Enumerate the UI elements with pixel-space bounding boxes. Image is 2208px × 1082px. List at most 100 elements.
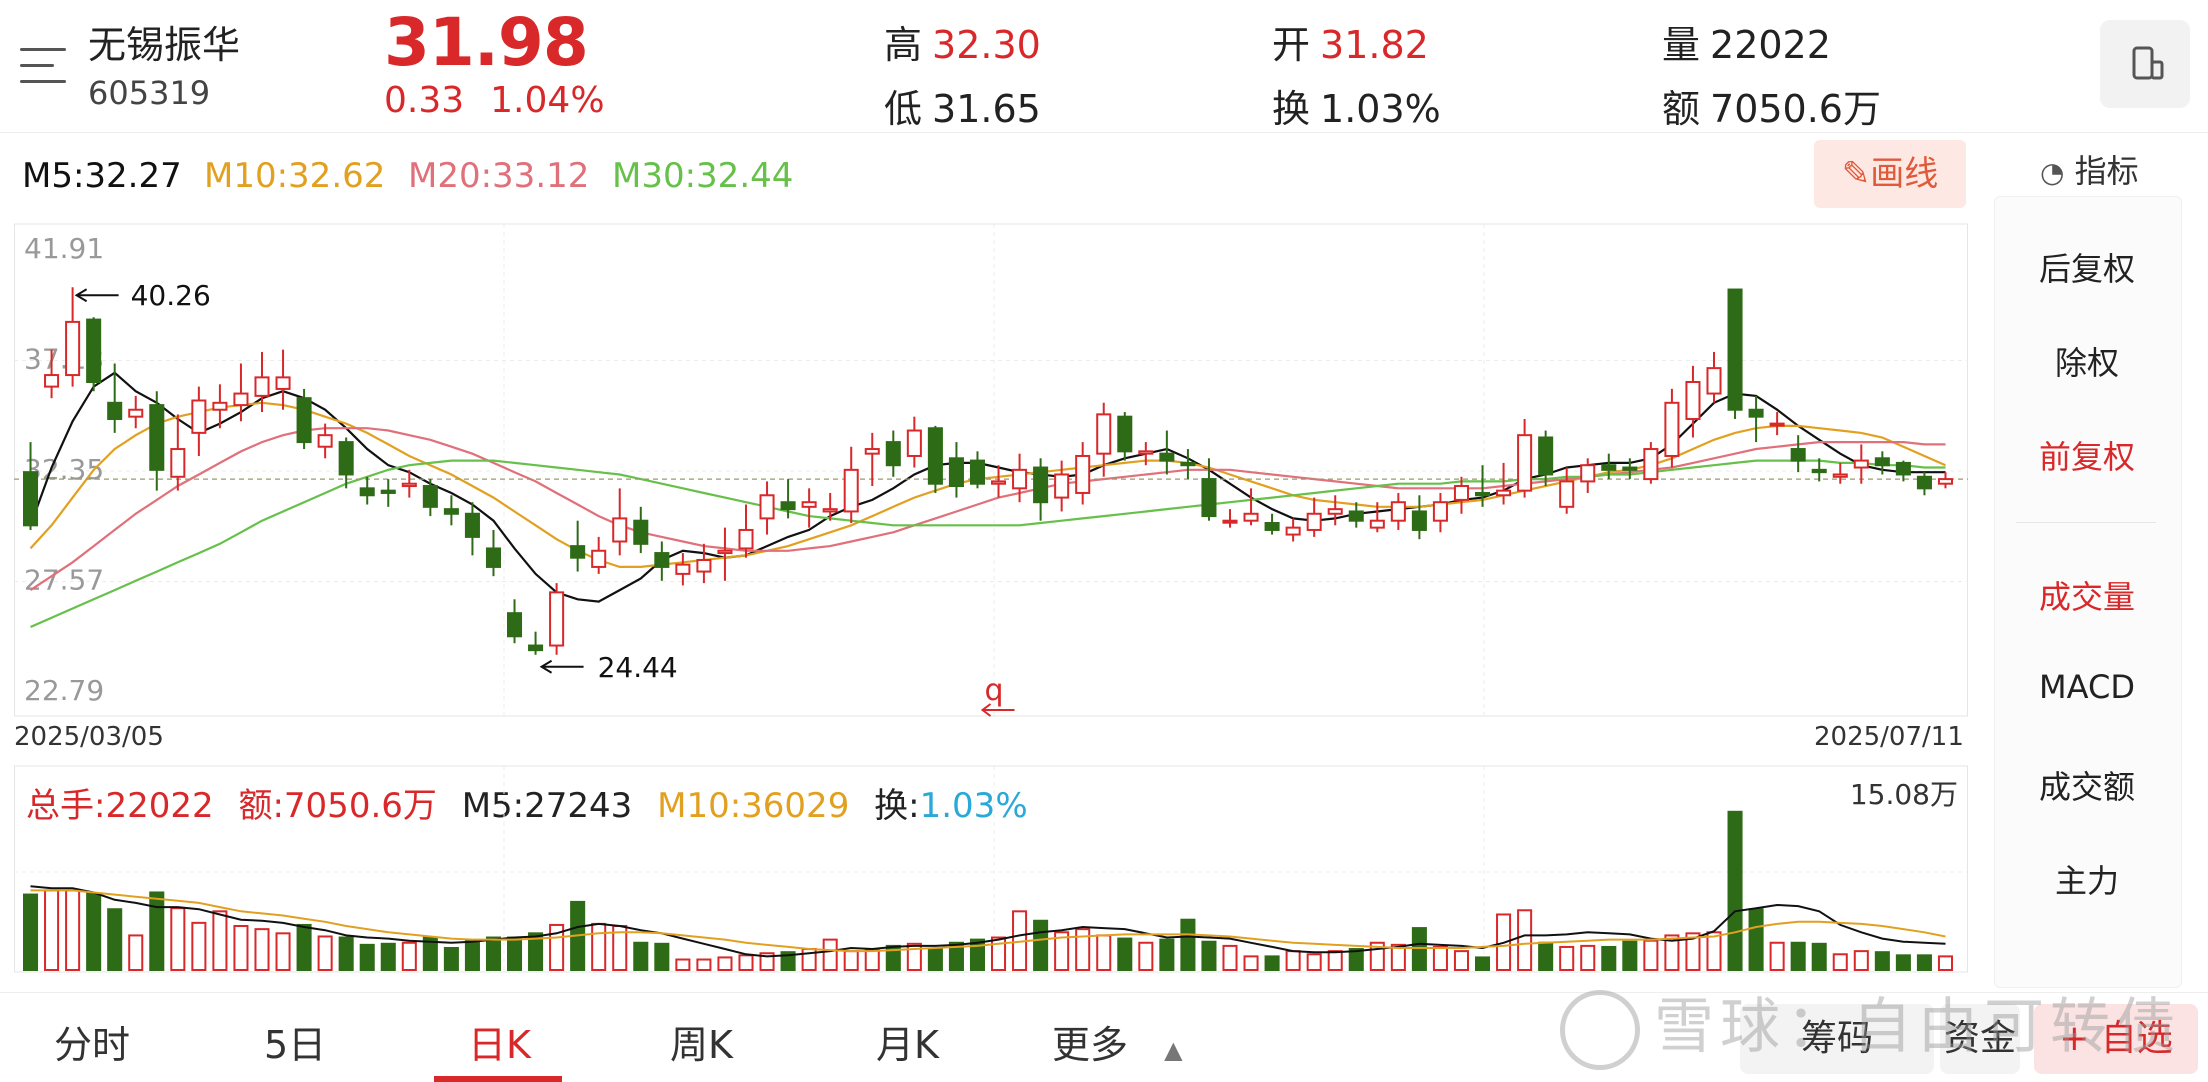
volume-bar bbox=[1874, 951, 1890, 971]
last-price: 31.98 bbox=[384, 4, 589, 81]
candle bbox=[1306, 497, 1322, 537]
side-item-main-force[interactable]: 主力 bbox=[2054, 862, 2119, 900]
quote-turnover: 换 1.03% bbox=[1272, 87, 1441, 131]
volume-bar bbox=[1748, 908, 1764, 972]
candle bbox=[1054, 460, 1070, 512]
landscape-toggle-button[interactable] bbox=[2100, 20, 2190, 108]
volume-bar bbox=[1222, 944, 1238, 971]
volume-bar bbox=[443, 946, 459, 971]
volume-bar bbox=[1790, 941, 1806, 971]
tab-intraday[interactable]: 分时 bbox=[54, 1023, 131, 1067]
menu-icon[interactable] bbox=[20, 46, 66, 86]
pencil-icon: ✎ bbox=[1841, 154, 1871, 194]
volume-bar bbox=[1138, 941, 1154, 971]
quote-amount: 额 7050.6万 bbox=[1662, 87, 1881, 131]
add-watchlist-button[interactable]: + 自选 bbox=[2034, 1004, 2198, 1074]
phone-rotate-icon bbox=[2132, 46, 2164, 80]
turnover-value: 1.03% bbox=[919, 786, 1028, 826]
volume-bar bbox=[927, 948, 943, 971]
min-price-label: 24.44 bbox=[598, 651, 678, 684]
volume-bar bbox=[633, 941, 649, 971]
draw-line-button[interactable]: ✎画线 bbox=[1814, 140, 1966, 208]
volume-bar bbox=[359, 943, 375, 971]
candle bbox=[1453, 476, 1470, 514]
quote-header bbox=[0, 0, 2208, 133]
volume-bar bbox=[1706, 931, 1722, 972]
side-item-volume[interactable]: 成交量 bbox=[2038, 578, 2135, 616]
candle bbox=[401, 469, 417, 498]
volume-bar bbox=[822, 938, 838, 972]
side-divider bbox=[2016, 522, 2156, 523]
quote-open: 开 31.82 bbox=[1272, 23, 1429, 67]
active-tab-indicator bbox=[434, 1076, 562, 1082]
tab-5day[interactable]: 5日 bbox=[264, 1023, 327, 1067]
volume-bar bbox=[22, 893, 39, 971]
volume-bar bbox=[1517, 909, 1533, 972]
candle bbox=[1496, 462, 1512, 505]
candle bbox=[1643, 442, 1659, 484]
price-change: 0.33 1.04% bbox=[384, 80, 631, 121]
tab-more[interactable]: 更多 ▲ bbox=[1052, 1023, 1183, 1067]
volume-bar bbox=[1201, 940, 1217, 972]
chart-border bbox=[14, 223, 1968, 717]
candle bbox=[296, 388, 312, 450]
volume-bar bbox=[506, 936, 523, 972]
volume-bar bbox=[380, 942, 396, 971]
candle bbox=[612, 488, 628, 556]
ma10-label: M10:32.62 bbox=[204, 156, 386, 196]
side-panel bbox=[1994, 196, 2182, 988]
candle bbox=[1096, 402, 1112, 477]
candle bbox=[107, 363, 123, 433]
volume-bar bbox=[759, 952, 775, 971]
candle bbox=[1075, 442, 1091, 505]
volume-bar bbox=[1096, 934, 1112, 972]
candle bbox=[633, 506, 649, 554]
candle bbox=[275, 349, 291, 410]
stock-code: 605319 bbox=[88, 74, 211, 112]
volume-bar bbox=[1538, 941, 1554, 971]
chips-button[interactable]: 筹码 bbox=[1740, 1004, 1934, 1074]
draw-line-label: 画线 bbox=[1870, 154, 1939, 194]
volume-bar bbox=[1937, 955, 1954, 971]
volume-bar bbox=[654, 942, 670, 971]
candle bbox=[191, 386, 207, 456]
volume-bar bbox=[1895, 954, 1911, 971]
candle bbox=[1895, 460, 1911, 482]
side-item-pre-adjusted[interactable]: 前复权 bbox=[2038, 438, 2135, 476]
volume-bar bbox=[1432, 945, 1448, 971]
volume-bar bbox=[65, 889, 81, 971]
candle bbox=[506, 599, 523, 644]
volume-chart[interactable]: 15.08万 bbox=[14, 764, 1968, 974]
volume-header: 总手:22022 额:7050.6万 M5:27243 M10:36029 换:… bbox=[26, 778, 1028, 827]
candle bbox=[86, 317, 102, 392]
volume-bar bbox=[317, 935, 333, 972]
candle bbox=[1285, 518, 1301, 542]
indicator-button[interactable]: ◔ 指标 bbox=[2040, 146, 2139, 192]
volume-bar bbox=[1180, 918, 1196, 971]
event-marker-label[interactable]: q bbox=[985, 673, 1004, 708]
volume-bar bbox=[233, 924, 249, 971]
tab-weekly-k[interactable]: 周K bbox=[670, 1023, 733, 1067]
volume-bar bbox=[1075, 928, 1091, 971]
volume-bar bbox=[128, 934, 144, 972]
stock-name: 无锡振华 bbox=[88, 23, 241, 67]
side-item-ex-rights[interactable]: 除权 bbox=[2054, 344, 2119, 382]
quote-low: 低 31.65 bbox=[884, 87, 1041, 131]
candle bbox=[1180, 449, 1196, 480]
candle bbox=[1811, 458, 1827, 482]
side-item-post-adjusted[interactable]: 后复权 bbox=[2038, 250, 2135, 288]
candle bbox=[570, 520, 586, 572]
funds-button[interactable]: 资金 bbox=[1940, 1004, 2020, 1074]
candle bbox=[1138, 442, 1154, 466]
volume-bar bbox=[1811, 942, 1827, 971]
side-item-amount[interactable]: 成交额 bbox=[2038, 768, 2135, 806]
volume-border bbox=[14, 765, 1968, 973]
volume-bar bbox=[864, 949, 880, 971]
tab-monthly-k[interactable]: 月K bbox=[876, 1023, 939, 1067]
indicator-label: 指标 bbox=[2074, 152, 2139, 190]
volume-bar bbox=[1054, 931, 1070, 972]
tab-daily-k[interactable]: 日K bbox=[468, 1023, 531, 1067]
side-item-macd[interactable]: MACD bbox=[2039, 668, 2135, 706]
candle bbox=[1411, 495, 1427, 540]
